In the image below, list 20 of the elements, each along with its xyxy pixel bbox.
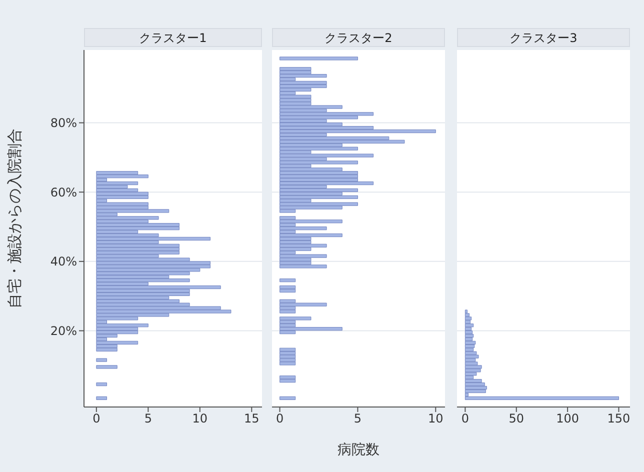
x-tick-label: 150 xyxy=(607,412,630,426)
x-tick-label: 15 xyxy=(244,412,260,426)
chart-title: クラスター1 xyxy=(84,28,262,47)
y-tick-label: 20% xyxy=(50,324,77,338)
x-tick-label: 5 xyxy=(144,412,152,426)
y-tick-label: 60% xyxy=(50,185,77,200)
x-tick-label: 0 xyxy=(461,412,470,426)
x-axis-title: 病院数 xyxy=(338,442,380,458)
x-tick-label: 100 xyxy=(556,412,580,426)
y-tick-label: 40% xyxy=(50,254,77,269)
x-tick-label: 10 xyxy=(192,412,208,426)
y-tick-label: 80% xyxy=(50,116,77,130)
y-axis-title: 自宅・施設からの入院割合 xyxy=(5,128,24,308)
x-tick-label: 10 xyxy=(428,412,444,426)
x-tick-label: 5 xyxy=(354,412,362,426)
chart-title: クラスター3 xyxy=(457,28,630,47)
x-tick-label: 50 xyxy=(508,412,524,426)
x-tick-label: 0 xyxy=(276,412,284,426)
x-tick-label: 0 xyxy=(92,412,100,426)
chart-title: クラスター2 xyxy=(272,28,445,47)
